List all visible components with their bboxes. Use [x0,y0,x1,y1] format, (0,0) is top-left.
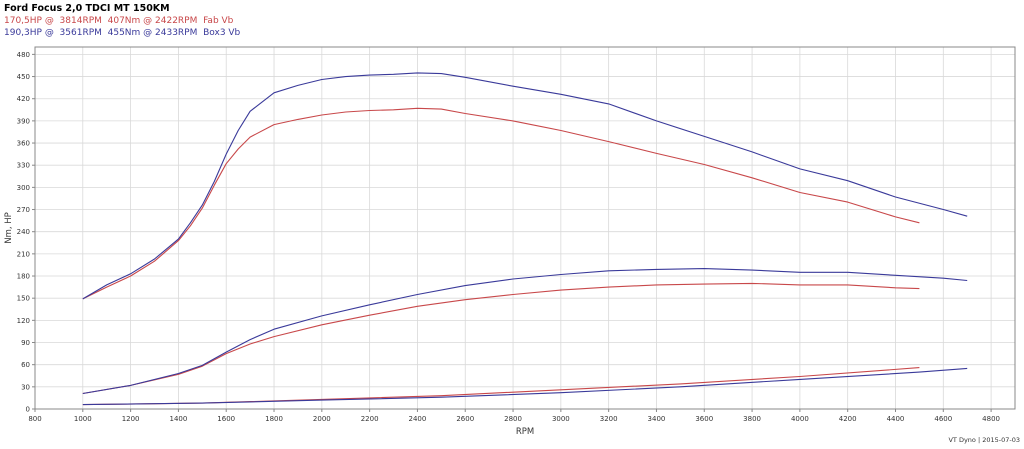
y-tick-label: 390 [17,117,30,125]
x-tick-label: 2400 [409,415,427,423]
y-tick-label: 420 [17,95,30,103]
y-axis-label: Nm, HP [4,212,14,244]
y-axis-ticks: 0 30 60 90 120 150 180 210 240 270 300 330 360 390 420… [17,51,35,414]
x-tick-label: 4600 [934,415,952,423]
y-tick-label: 150 [17,295,30,303]
x-tick-label: 1800 [265,415,283,423]
x-tick-label: 3000 [552,415,570,423]
chart-title: Ford Focus 2,0 TDCI MT 150KM [4,3,170,14]
footer-credit: VT Dyno | 2015-07-03 [948,436,1020,444]
x-tick-label: 2800 [504,415,522,423]
y-tick-label: 480 [17,51,30,59]
y-tick-label: 360 [17,140,30,148]
x-tick-label: 3400 [648,415,666,423]
x-tick-label: 1400 [170,415,188,423]
x-tick-label: 1600 [217,415,235,423]
y-tick-label: 30 [21,383,30,391]
series-line-loss-fab [82,367,920,406]
chart-series [82,72,968,406]
x-tick-label: 3200 [600,415,618,423]
run-summary-box: 190,3HP @ 3561RPM 455Nm @ 2433RPM Box3 V… [4,28,241,38]
y-tick-label: 0 [26,406,30,414]
x-axis-label: RPM [516,427,534,437]
y-tick-label: 180 [17,273,30,281]
plot-frame [34,46,1016,410]
series-line-power-box [82,268,968,395]
x-tick-label: 4000 [791,415,809,423]
y-tick-label: 120 [17,317,30,325]
y-tick-label: 240 [17,228,30,236]
series-line-power-fab [82,282,920,395]
run-summary-fab: 170,5HP @ 3814RPM 407Nm @ 2422RPM Fab Vb [4,16,234,26]
x-tick-label: 2000 [313,415,331,423]
chart-header: Ford Focus 2,0 TDCI MT 150KM 170,5HP @ 3… [4,2,240,39]
x-tick-label: 4400 [887,415,905,423]
x-tick-label: 4200 [839,415,857,423]
y-tick-label: 90 [21,339,30,347]
x-tick-label: 2600 [456,415,474,423]
y-tick-label: 330 [17,162,30,170]
series-line-torque-box [82,72,968,300]
series-line-torque-fab [82,107,920,300]
y-tick-label: 300 [17,184,30,192]
x-tick-label: 3600 [695,415,713,423]
x-axis-ticks: 800 1000 1200 1400 1600 1800 2000 2200 2400 2600 2… [28,409,1000,423]
y-tick-label: 60 [21,361,30,369]
y-tick-label: 450 [17,73,30,81]
x-tick-label: 1200 [122,415,140,423]
x-tick-label: 3800 [743,415,761,423]
series-line-loss-box [82,367,968,406]
y-tick-label: 270 [17,206,30,214]
x-tick-label: 800 [28,415,41,423]
y-tick-label: 210 [17,250,30,258]
chart-grid [34,47,1015,410]
x-tick-label: 2200 [361,415,379,423]
x-tick-label: 4800 [982,415,1000,423]
x-tick-label: 1000 [74,415,92,423]
